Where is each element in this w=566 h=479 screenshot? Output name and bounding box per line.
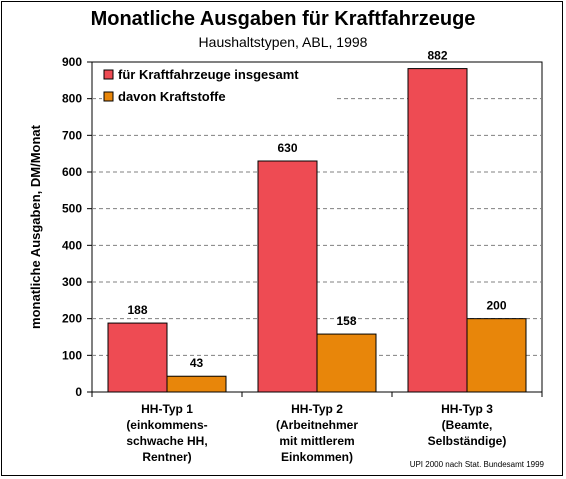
category-label: (einkommens- (126, 418, 207, 432)
category-label: (Arbeitnehmer (276, 418, 358, 432)
data-label: 158 (336, 314, 356, 328)
category-label: Selbständige) (428, 434, 507, 448)
legend-box (102, 64, 336, 112)
category-label: HH-Typ 2 (291, 402, 343, 416)
category-label: mit mittlerem (279, 434, 354, 448)
y-tick-label: 600 (62, 165, 82, 179)
category-label: Rentner) (142, 450, 191, 464)
category-label: (Beamte, (442, 418, 493, 432)
chart-subtitle: Haushaltstypen, ABL, 1998 (198, 34, 368, 50)
bar-total (257, 160, 318, 393)
category-label: HH-Typ 1 (141, 402, 193, 416)
category-label: HH-Typ 3 (441, 402, 493, 416)
y-tick-label: 700 (62, 128, 82, 142)
legend-swatch (103, 91, 114, 102)
bar-total (407, 68, 468, 393)
source-note: UPI 2000 nach Stat. Bundesamt 1999 (410, 460, 545, 469)
bar-fuel (316, 333, 377, 393)
y-tick-label: 0 (75, 385, 82, 399)
data-label: 200 (486, 299, 506, 313)
category-label: Einkommen) (281, 450, 353, 464)
y-axis-label: monatliche Ausgaben, DM/Monat (28, 124, 43, 329)
legend-label: für Kraftfahrzeuge insgesamt (118, 67, 299, 82)
y-tick-label: 900 (62, 55, 82, 69)
data-label: 882 (427, 49, 447, 63)
chart-title: Monatliche Ausgaben für Kraftfahrzeuge (90, 8, 476, 30)
category-label: schwache HH, (126, 434, 207, 448)
legend-swatch (103, 69, 114, 80)
y-tick-label: 500 (62, 202, 82, 216)
y-tick-label: 100 (62, 348, 82, 362)
data-label: 43 (190, 356, 204, 370)
bar-total (107, 322, 168, 393)
data-label: 630 (277, 141, 297, 155)
y-tick-label: 400 (62, 238, 82, 252)
y-tick-label: 200 (62, 312, 82, 326)
legend-label: davon Kraftstoffe (118, 89, 226, 104)
data-label: 188 (127, 303, 147, 317)
bar-fuel (166, 375, 227, 393)
y-tick-label: 300 (62, 275, 82, 289)
y-tick-label: 800 (62, 92, 82, 106)
bar-fuel (466, 318, 527, 393)
